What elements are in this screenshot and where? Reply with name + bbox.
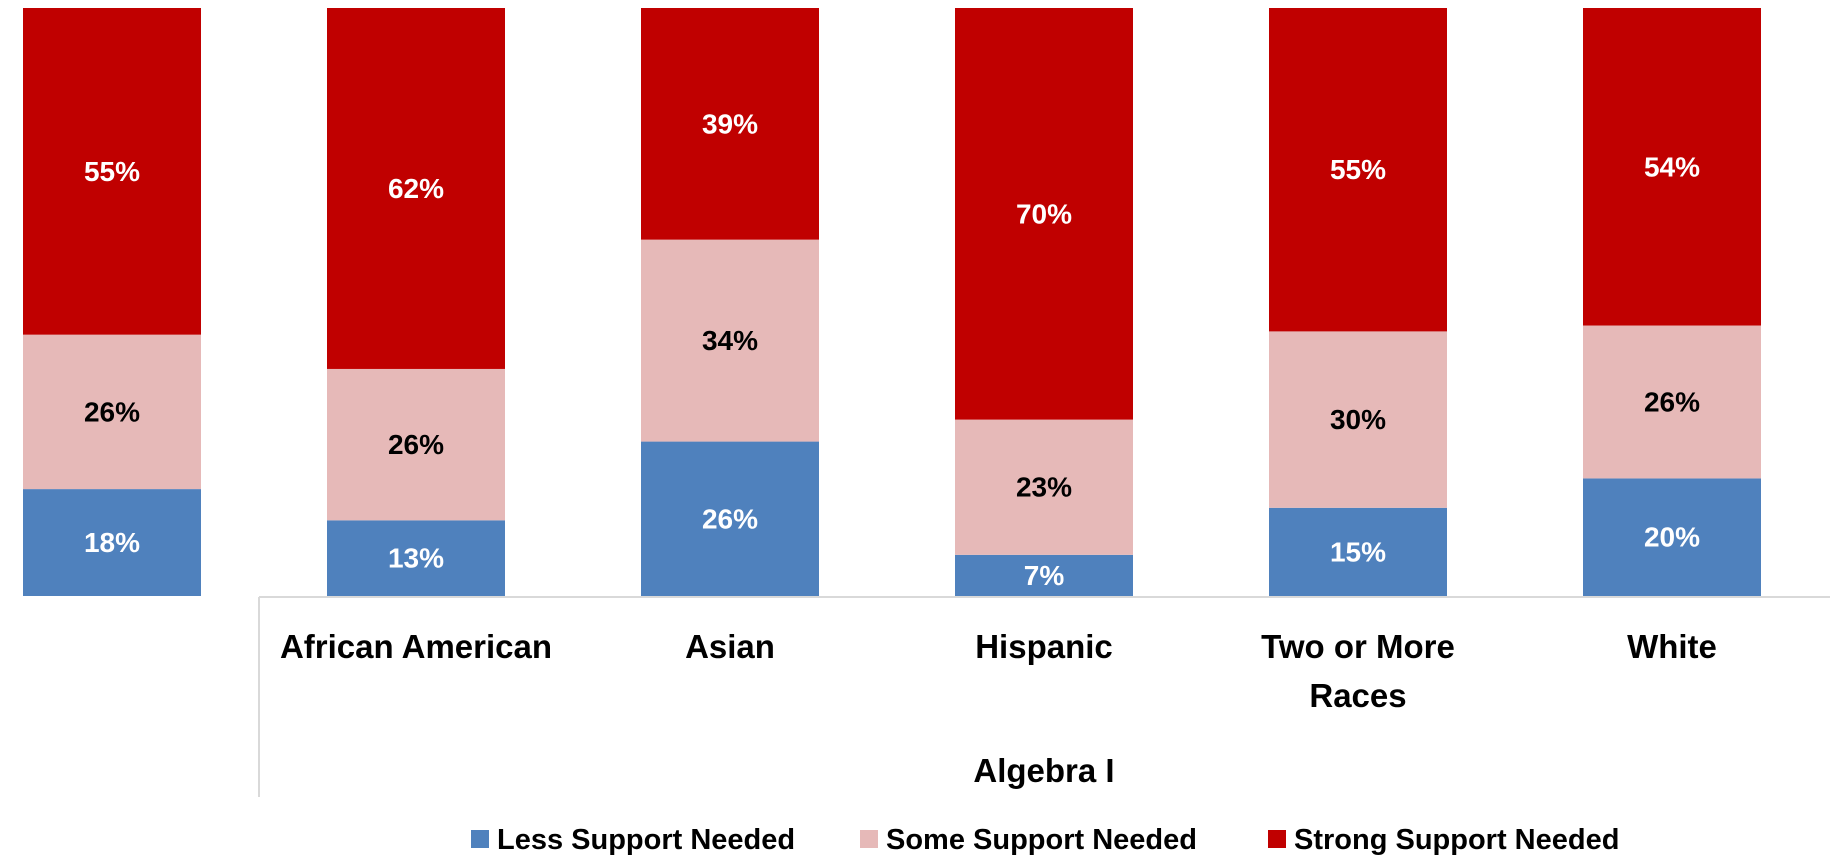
legend-label: Strong Support Needed — [1294, 824, 1619, 856]
category-label: Hispanic — [975, 628, 1113, 665]
bar-segment-strong-support-needed — [1269, 8, 1447, 332]
legend: Less Support Needed Some Support Needed St… — [471, 824, 1619, 856]
data-label: 26% — [388, 429, 444, 460]
bar-segment-strong-support-needed — [23, 8, 201, 335]
data-label: 13% — [388, 543, 444, 574]
data-label: 26% — [702, 503, 758, 534]
data-label: 30% — [1330, 404, 1386, 435]
bar-segment-less-support-needed — [1583, 478, 1761, 596]
data-label: 20% — [1644, 522, 1700, 553]
bar-area: 18% 26% 55% 13% 26% 62% 26% 34% 39% 7% 23% 70% 15% 30… — [23, 8, 1761, 596]
bar-segment-strong-support-needed — [1583, 8, 1761, 326]
data-label: 15% — [1330, 536, 1386, 567]
bar-segment-some-support-needed — [1583, 325, 1761, 479]
bar-segment-less-support-needed — [1269, 507, 1447, 596]
bar-segment-strong-support-needed — [641, 8, 819, 240]
bar-segment-less-support-needed — [641, 441, 819, 596]
legend-item-some-support-needed: Some Support Needed — [860, 824, 1197, 856]
bar-segment-some-support-needed — [1269, 331, 1447, 508]
data-label: 26% — [1644, 386, 1700, 417]
legend-label: Some Support Needed — [886, 824, 1197, 856]
bar-segment-less-support-needed — [955, 554, 1133, 596]
data-label: 34% — [702, 325, 758, 356]
legend-item-strong-support-needed: Strong Support Needed — [1268, 824, 1619, 856]
bar-segment-some-support-needed — [955, 419, 1133, 555]
category-axis-box — [258, 596, 1830, 797]
data-label: 55% — [1330, 154, 1386, 185]
bar-segment-some-support-needed — [641, 239, 819, 442]
data-label: 26% — [84, 396, 140, 427]
legend-swatch — [860, 830, 878, 848]
category-label: White — [1627, 628, 1717, 665]
bar-segment-some-support-needed — [23, 334, 201, 490]
data-label: 23% — [1016, 472, 1072, 503]
category-label: Two or More Races — [1261, 628, 1455, 714]
legend-item-less-support-needed: Less Support Needed — [471, 824, 795, 856]
data-label: 39% — [702, 108, 758, 139]
bar-segment-some-support-needed — [327, 368, 505, 521]
data-label: 18% — [84, 527, 140, 558]
bar-segment-less-support-needed — [327, 520, 505, 596]
bar-segment-strong-support-needed — [327, 8, 505, 369]
data-label: 70% — [1016, 198, 1072, 229]
group-label: Algebra I — [973, 752, 1114, 789]
data-label: 7% — [1024, 560, 1065, 591]
legend-label: Less Support Needed — [497, 824, 795, 856]
category-labels: African American Asian Hispanic Two or More… — [280, 628, 1717, 714]
bar-segment-strong-support-needed — [955, 8, 1133, 420]
category-label: African American — [280, 628, 552, 665]
bar-segment-less-support-needed — [23, 489, 201, 596]
category-label: Asian — [685, 628, 775, 665]
legend-swatch — [1268, 830, 1286, 848]
data-label: 54% — [1644, 151, 1700, 182]
data-label: 55% — [84, 156, 140, 187]
data-label: 62% — [388, 173, 444, 204]
legend-swatch — [471, 830, 489, 848]
